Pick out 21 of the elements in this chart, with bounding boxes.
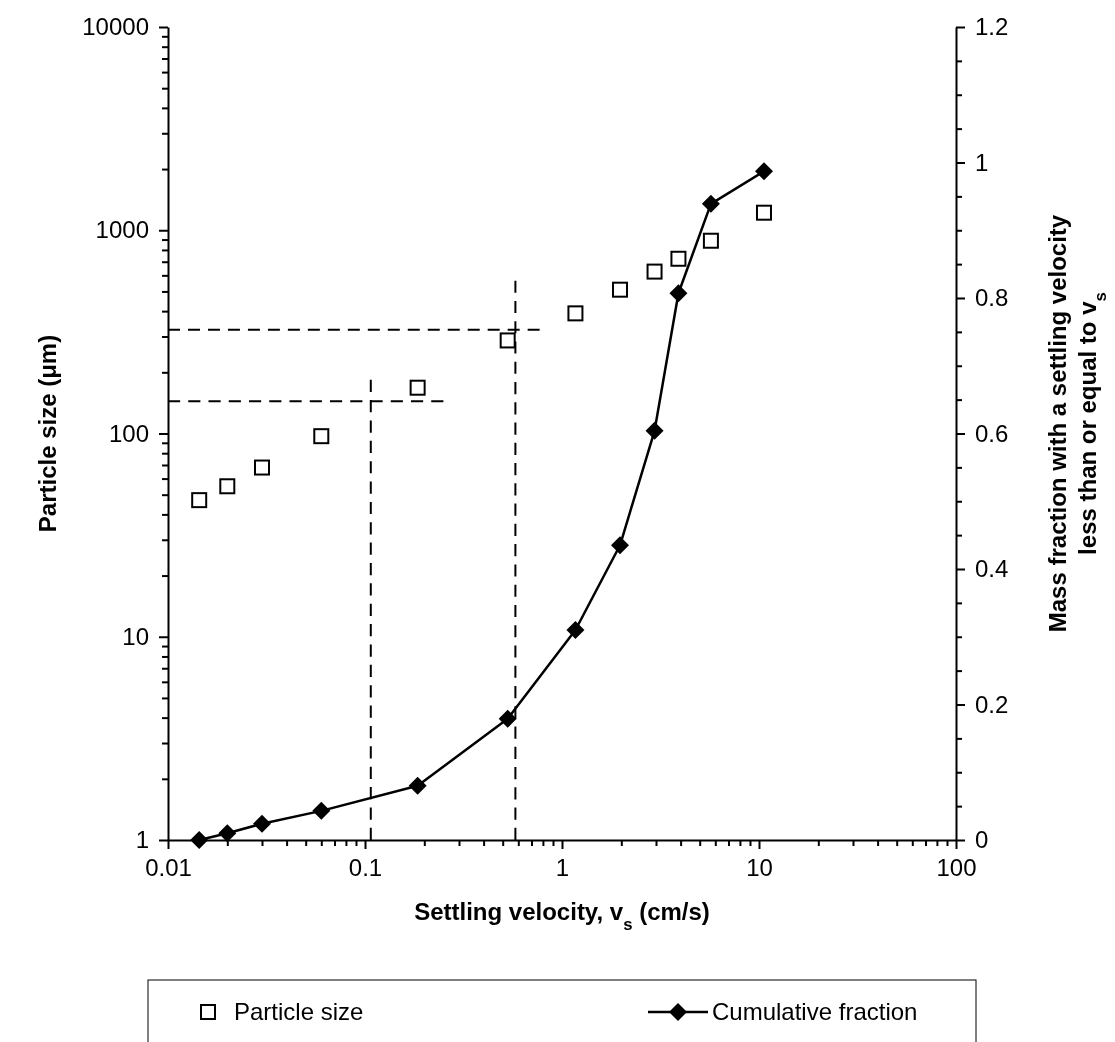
x-tick-label: 100 [936, 854, 977, 882]
x-axis-title: Settling velocity, v$_{s}$ (cm/s) [414, 898, 710, 934]
x-tick-label: 1 [555, 854, 570, 882]
y2-tick-label: 0.6 [975, 419, 1009, 447]
y-tick-label: 1 [135, 826, 149, 854]
y2-tick-label: 0.4 [975, 555, 1009, 583]
y2-tick-label: 0.8 [975, 284, 1009, 312]
y-tick-label: 10 [122, 622, 149, 650]
x-tick-label: 10 [746, 854, 773, 882]
y2-tick-label: 1 [975, 148, 989, 176]
y-tick-label: 10000 [82, 13, 149, 41]
x-tick-label: 0.1 [348, 854, 383, 882]
x-tick-label: 0.01 [145, 854, 192, 882]
y-axis-title: Particle size (μm) [34, 334, 61, 533]
y-tick-label: 100 [108, 419, 149, 447]
y2-tick-label: 1.2 [975, 13, 1009, 41]
y-tick-label: 1000 [95, 216, 149, 244]
y2-tick-label: 0 [975, 826, 989, 854]
legend-label: Cumulative fraction [712, 998, 918, 1025]
y2-tick-label: 0.2 [975, 690, 1009, 718]
legend-label: Particle size [234, 998, 364, 1025]
